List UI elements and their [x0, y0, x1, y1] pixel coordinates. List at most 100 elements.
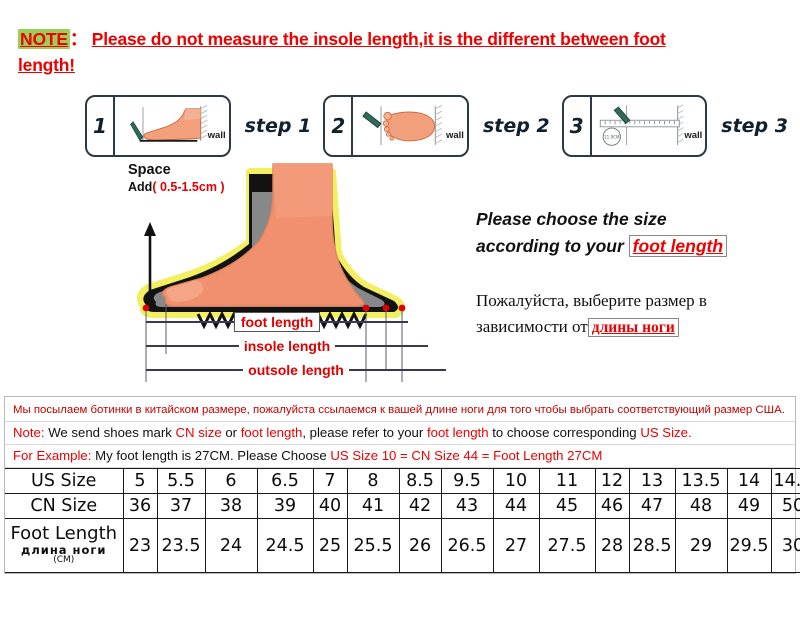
- ruler-measure-icon: 11.9CM: [599, 104, 684, 146]
- measure-dot-heel-b: [382, 304, 390, 312]
- cell-cn-11: 47: [628, 493, 676, 519]
- cell-us-4: 7: [312, 468, 348, 494]
- example-formula: US Size 10 = CN Size 44 = Foot Length 27…: [330, 448, 603, 463]
- step-art-ruler: 11.9CM wall: [592, 97, 706, 155]
- cell-fl-8: 27: [492, 518, 540, 573]
- cell-cn-5: 41: [346, 493, 400, 519]
- cell-fl-10: 28: [594, 518, 630, 573]
- ru-line-2: зависимости от длины ноги: [476, 314, 796, 341]
- table-note-example: For Example: My foot length is 27CM. Ple…: [5, 445, 795, 468]
- cell-cn-0: 36: [122, 493, 158, 519]
- space-add-value: Add( 0.5-1.5cm ): [128, 179, 318, 196]
- cell-us-12: 13.5: [674, 468, 728, 494]
- cell-fl-1: 23.5: [156, 518, 206, 573]
- cell-us-3: 6.5: [256, 468, 314, 494]
- cell-fl-4: 25: [312, 518, 348, 573]
- table-note-english: Note: We send shoes mark CN size or foot…: [5, 422, 795, 445]
- cell-cn-8: 44: [492, 493, 540, 519]
- foot-length-label-en: Foot Length: [10, 523, 118, 545]
- note-red-cn-size: CN size: [175, 425, 222, 440]
- cell-cn-4: 40: [312, 493, 348, 519]
- cell-cn-2: 38: [204, 493, 258, 519]
- note-red-us-size: US Size.: [640, 425, 692, 440]
- cell-us-6: 8.5: [398, 468, 442, 494]
- note-seg-3: , please refer to your: [302, 425, 427, 440]
- measure-dot-heel-c: [398, 304, 406, 312]
- note-badge: NOTE: [18, 29, 70, 49]
- cell-cn-6: 42: [398, 493, 442, 519]
- cell-cn-10: 46: [594, 493, 630, 519]
- step-card-1: 1 wall: [85, 95, 231, 157]
- measure-label-insole-length: insole length: [238, 338, 336, 354]
- note-red-foot-length-2: foot length: [426, 425, 489, 440]
- cell-fl-5: 25.5: [346, 518, 400, 573]
- step-art-foot-side: wall: [115, 97, 229, 155]
- cell-fl-0: 23: [122, 518, 158, 573]
- cell-us-7: 9.5: [440, 468, 494, 494]
- size-conversion-table: US Size 5 5.5 6 6.5 7 8 8.5 9.5 10 11 12…: [5, 468, 800, 573]
- note-seg-2: or: [221, 425, 241, 440]
- choose-line-1: Please choose the size: [476, 209, 667, 229]
- note-text-2: length!: [18, 55, 75, 75]
- cell-fl-9: 27.5: [538, 518, 596, 573]
- cell-cn-7: 43: [440, 493, 494, 519]
- steps-band: 1 wall step 1 2: [85, 90, 800, 162]
- step-label-2: step 2: [482, 115, 550, 137]
- space-add-range: ( 0.5-1.5cm ): [152, 180, 225, 194]
- space-title: Space: [128, 162, 171, 178]
- table-note-russian: Мы посылаем ботинки в китайском размере,…: [5, 397, 795, 422]
- space-add-prefix: Add: [128, 180, 153, 194]
- measure-row-insole-length: insole length: [146, 338, 428, 354]
- cell-us-5: 8: [346, 468, 400, 494]
- foot-top-view-icon: [362, 104, 443, 145]
- space-add-label: Space Add( 0.5-1.5cm ): [128, 162, 318, 196]
- example-mid: My foot length is 27CM. Please Choose: [91, 448, 331, 463]
- row-label-foot-length: Foot Length длина ноги (CM): [5, 518, 124, 573]
- note-red-foot-length-1: foot length: [240, 425, 303, 440]
- step-card-3: 3: [561, 95, 708, 157]
- step-label-3: step 3: [721, 115, 788, 137]
- step-number-3: 3: [564, 97, 592, 155]
- measure-bar-left: [146, 345, 239, 347]
- measure-bar-right: [335, 345, 428, 347]
- cell-fl-11: 28.5: [628, 518, 676, 573]
- measure-row-foot-length: foot length: [146, 312, 408, 332]
- foot-length-unit: (CM): [53, 555, 75, 566]
- foot-length-label-ru: длина ноги: [21, 543, 107, 558]
- cell-fl-14: 30: [770, 518, 800, 573]
- step-label-1: step 1: [244, 115, 312, 137]
- cell-us-2: 6: [204, 468, 258, 494]
- note-header: NOTE： Please do not measure the insole l…: [18, 26, 778, 78]
- row-label-cn-size: CN Size: [5, 493, 124, 519]
- space-arrow: [144, 222, 156, 302]
- step-number-1: 1: [87, 97, 115, 155]
- measure-dot-heel-a: [362, 304, 370, 312]
- foot-measurement-illustration: Space Add( 0.5-1.5cm ): [110, 158, 450, 388]
- wall-label-3: wall: [684, 130, 703, 141]
- ruler-badge-text: 11.9CM: [604, 134, 620, 139]
- choose-highlight-foot-length: foot length: [628, 235, 728, 257]
- foot-in-shoe-diagram: [136, 163, 406, 382]
- cell-cn-14: 50: [770, 493, 800, 519]
- note-seg-1: We send shoes mark: [44, 425, 176, 440]
- cell-cn-12: 48: [674, 493, 728, 519]
- measure-dot-toe: [142, 304, 150, 312]
- cell-us-9: 11: [538, 468, 596, 494]
- measure-bar-left: [146, 369, 244, 371]
- note-label: Note:: [13, 425, 45, 440]
- cell-us-10: 12: [594, 468, 630, 494]
- choose-size-copy-ru: Пожалуйста, выберите размер в зависимост…: [476, 288, 796, 341]
- cell-fl-2: 24: [204, 518, 258, 573]
- measure-label-foot-length: foot length: [233, 312, 321, 332]
- example-label: For Example:: [13, 448, 92, 463]
- cell-fl-6: 26: [398, 518, 442, 573]
- cell-cn-3: 39: [256, 493, 314, 519]
- note-line-2: length!: [18, 52, 778, 78]
- measure-row-outsole-length: outsole length: [146, 362, 447, 378]
- ru-highlight-foot-length: длины ноги: [587, 318, 679, 337]
- wall-label-2: wall: [445, 130, 464, 141]
- ru-line-1: Пожалуйста, выберите размер в: [476, 291, 707, 310]
- size-chart-block: Мы посылаем ботинки в китайском размере,…: [4, 396, 800, 574]
- note-line-1: NOTE： Please do not measure the insole l…: [18, 26, 778, 52]
- measure-bar-right: [320, 321, 408, 323]
